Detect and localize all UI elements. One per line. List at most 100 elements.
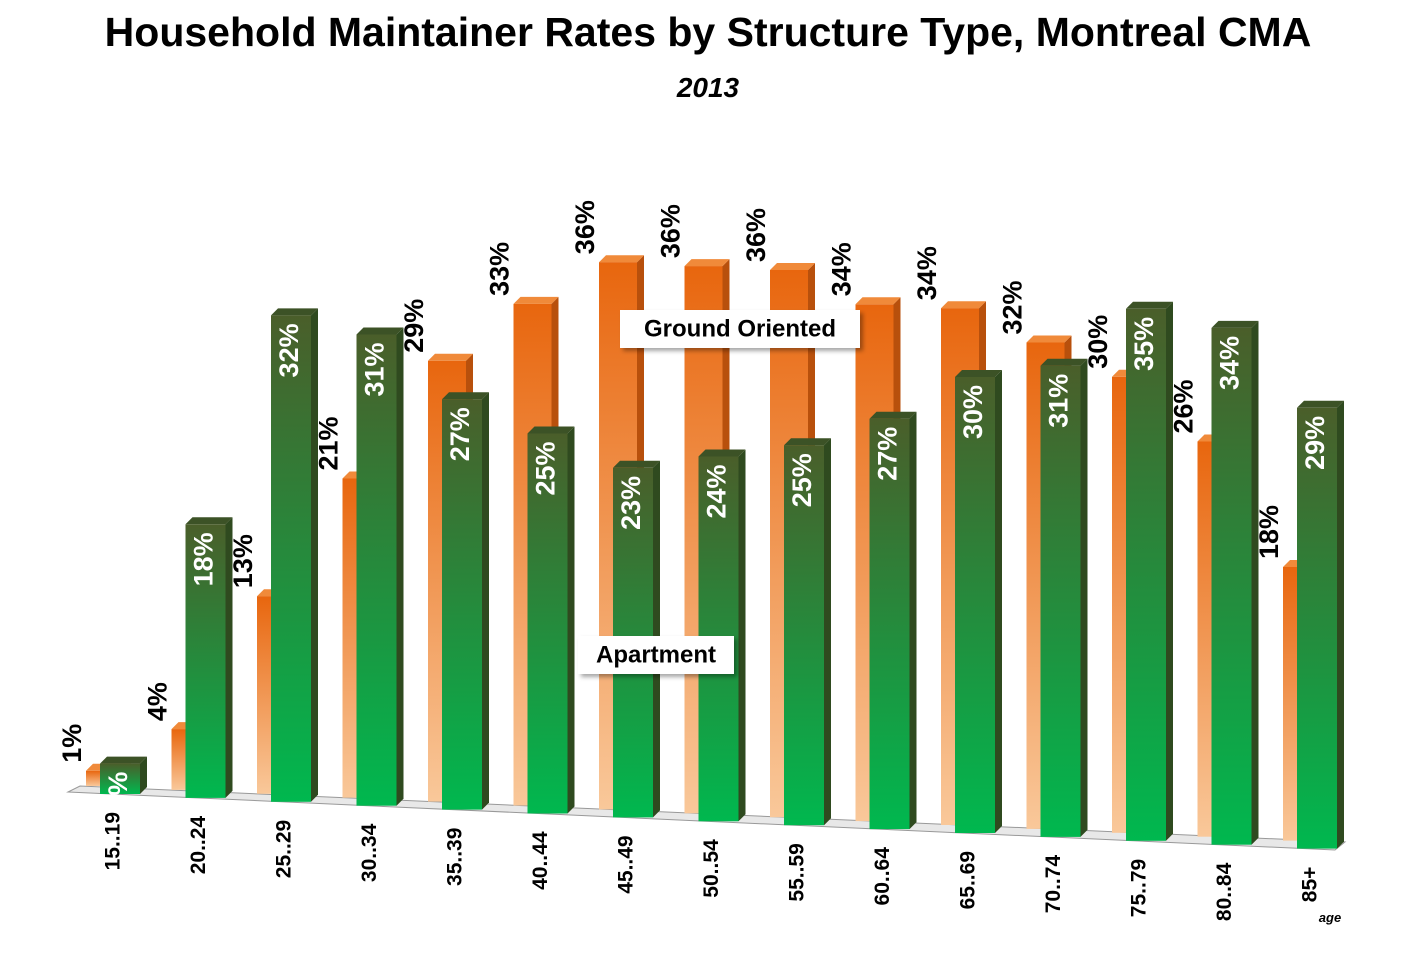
value-label: 25%	[787, 453, 817, 507]
x-tick-label: 45..49	[615, 835, 638, 893]
bar-side	[1080, 358, 1088, 837]
value-label: 4%	[143, 682, 173, 721]
x-axis-label: age	[1319, 910, 1341, 925]
bar-top	[356, 327, 404, 335]
value-label: 34%	[1215, 336, 1245, 390]
bar	[271, 315, 311, 802]
value-label: 18%	[1254, 505, 1284, 559]
bar	[1211, 327, 1252, 845]
bar-side	[738, 449, 746, 822]
bar-top	[684, 259, 730, 267]
value-label: 32%	[274, 323, 304, 377]
value-label: 27%	[873, 427, 903, 481]
value-label: 30%	[958, 385, 988, 439]
value-label: 26%	[1169, 379, 1199, 433]
bar	[955, 377, 995, 833]
chart-subtitle: 2013	[676, 72, 740, 103]
value-label: 27%	[445, 407, 475, 461]
bar-top	[1040, 358, 1088, 366]
bar	[356, 334, 397, 806]
bar-top	[1211, 320, 1259, 328]
bar-top	[428, 353, 473, 361]
value-label: 2%	[103, 772, 133, 811]
bar	[185, 524, 226, 798]
bar-side	[311, 308, 318, 802]
legend: Ground Oriented Apartment	[578, 310, 860, 674]
bar	[1297, 407, 1337, 849]
bar-top	[599, 255, 644, 263]
x-tick-label: 70..74	[1042, 855, 1065, 914]
bar-top	[1126, 301, 1173, 309]
value-label: 33%	[485, 242, 515, 296]
bar-side	[1251, 320, 1259, 845]
bar-side	[225, 517, 233, 798]
bar-top	[613, 460, 660, 468]
value-label: 21%	[314, 416, 344, 470]
legend-box	[578, 636, 734, 674]
bar-top	[855, 297, 901, 305]
bar	[527, 433, 568, 814]
bar-side	[140, 756, 147, 794]
bar-top	[1297, 400, 1344, 408]
bar	[869, 418, 910, 830]
bar-side	[396, 327, 404, 806]
x-tick-label: 30..34	[358, 823, 381, 882]
legend-label: Ground Oriented	[644, 315, 836, 342]
bar-top	[513, 296, 559, 304]
bar-top	[271, 308, 318, 316]
bar-side	[1166, 301, 1173, 841]
chart-title: Household Maintainer Rates by Structure …	[105, 9, 1312, 55]
bar-top	[185, 517, 233, 525]
value-label: 32%	[998, 280, 1028, 334]
x-tick-label: 85+	[1299, 867, 1322, 903]
bar-side	[824, 438, 831, 826]
value-label: 1%	[57, 724, 87, 763]
x-tick-label: 15..19	[102, 812, 125, 870]
x-tick-label: 60..64	[871, 847, 894, 906]
bar-top	[1026, 335, 1072, 343]
bar-top	[698, 449, 746, 457]
x-tick-label: 20..24	[187, 816, 210, 875]
bar-side	[482, 392, 489, 810]
bar-top	[770, 263, 815, 270]
value-label: 24%	[702, 465, 732, 519]
bar	[784, 445, 824, 826]
bar-top	[527, 426, 575, 434]
value-label: 34%	[912, 246, 942, 300]
value-label: 36%	[656, 204, 686, 258]
value-label: 13%	[228, 534, 258, 588]
value-label: 30%	[1083, 315, 1113, 369]
bar-side	[995, 370, 1002, 833]
bar-top	[100, 756, 147, 764]
value-label: 25%	[531, 442, 561, 496]
x-tick-label: 50..54	[700, 839, 723, 898]
value-label: 29%	[1300, 416, 1330, 470]
bar	[1126, 308, 1166, 841]
legend-label: Apartment	[596, 641, 716, 668]
value-label: 31%	[1044, 374, 1074, 428]
x-tick-label: 75..79	[1128, 859, 1151, 917]
value-label: 23%	[616, 476, 646, 530]
x-tick-label: 40..44	[529, 831, 552, 890]
bar-side	[909, 411, 917, 830]
bars: 1% 2%15..19 4% 18% 20..24 13% 32% 25..29 21% 31% 3…	[57, 200, 1344, 921]
value-label: 36%	[741, 208, 771, 262]
x-tick-label: 80..84	[1213, 862, 1236, 921]
bar	[1040, 365, 1081, 837]
bar-top	[955, 370, 1002, 377]
bar-top	[442, 392, 489, 400]
bar	[442, 399, 482, 810]
x-tick-label: 65..69	[957, 851, 980, 909]
bar-side	[567, 426, 575, 814]
x-tick-label: 55..59	[786, 843, 809, 901]
bar-top	[941, 301, 986, 309]
bar-side	[1337, 400, 1344, 849]
value-label: 35%	[1129, 317, 1159, 371]
value-label: 29%	[399, 299, 429, 353]
x-tick-label: 35..39	[444, 828, 467, 886]
value-label: 34%	[827, 242, 857, 296]
legend-box	[620, 310, 860, 348]
bar-top	[784, 438, 831, 446]
